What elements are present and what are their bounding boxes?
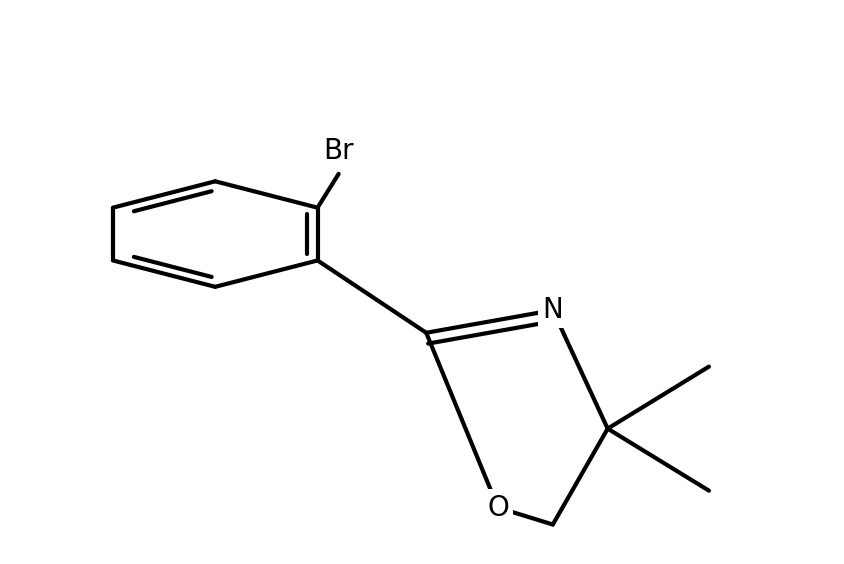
Text: N: N xyxy=(543,296,563,324)
Text: O: O xyxy=(487,494,509,522)
Text: Br: Br xyxy=(323,137,354,165)
